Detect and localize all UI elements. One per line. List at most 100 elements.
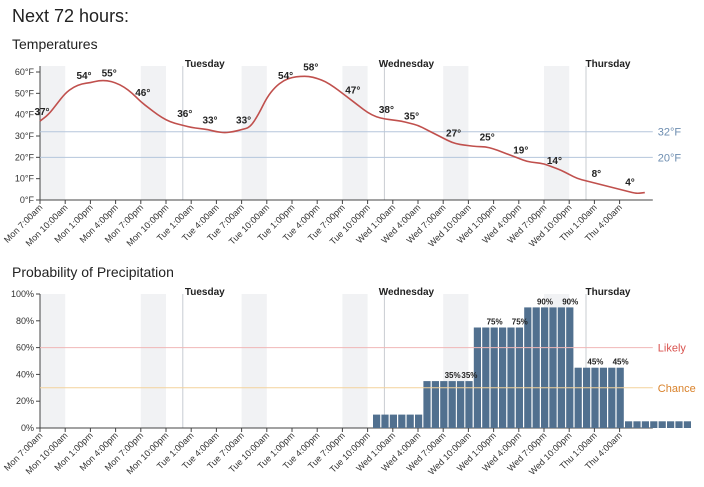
precipitation-bar xyxy=(515,327,523,428)
temperature-data-label: 33° xyxy=(236,116,251,127)
temperature-data-label: 55° xyxy=(102,69,117,80)
temperature-data-label: 35° xyxy=(404,111,419,122)
precipitation-bar xyxy=(465,381,473,428)
temp-night-band xyxy=(241,66,267,200)
precipitation-bar xyxy=(650,421,658,428)
precip-night-band xyxy=(241,294,267,428)
precip-day-label: Tuesday xyxy=(185,287,225,298)
precipitation-bar xyxy=(583,367,591,428)
precip-y-tick-label: 20% xyxy=(16,396,34,406)
precipitation-bar xyxy=(633,421,641,428)
temp-reference-label: 20°F xyxy=(658,152,682,164)
precipitation-bar xyxy=(431,381,439,428)
precipitation-bar xyxy=(658,421,666,428)
precipitation-bar xyxy=(415,414,423,428)
temperature-data-label: 14° xyxy=(547,156,562,167)
precipitation-bar xyxy=(667,421,675,428)
precip-night-band xyxy=(140,294,166,428)
precipitation-chart-title: Probability of Precipitation xyxy=(12,264,174,280)
precipitation-bar xyxy=(675,421,683,428)
precipitation-bar xyxy=(557,307,565,428)
precipitation-bar xyxy=(448,381,456,428)
temperature-line xyxy=(39,75,646,195)
temp-day-label: Tuesday xyxy=(185,59,225,70)
temperature-data-label: 54° xyxy=(76,71,91,82)
precipitation-bar xyxy=(599,367,607,428)
precipitation-bar xyxy=(566,307,574,428)
temp-day-label: Thursday xyxy=(585,59,630,70)
precipitation-bar xyxy=(423,381,431,428)
precipitation-data-label: 35% xyxy=(461,371,477,380)
precipitation-bar xyxy=(549,307,557,428)
precipitation-bar xyxy=(641,421,649,428)
page-title: Next 72 hours: xyxy=(12,6,130,26)
precipitation-data-label: 75% xyxy=(487,318,503,327)
temperature-data-label: 36° xyxy=(177,109,192,120)
temp-night-band xyxy=(140,66,166,200)
precip-night-band xyxy=(40,294,66,428)
temp-reference-label: 32°F xyxy=(658,127,682,139)
precipitation-bar xyxy=(457,381,465,428)
temperature-data-label: 27° xyxy=(446,128,461,139)
precip-y-tick-label: 80% xyxy=(16,316,34,326)
precipitation-bar xyxy=(389,414,397,428)
precipitation-bar xyxy=(616,367,624,428)
temperature-data-label: 8° xyxy=(592,169,602,180)
precipitation-bar xyxy=(591,367,599,428)
temp-y-tick-label: 30°F xyxy=(15,131,35,141)
precipitation-data-label: 45% xyxy=(613,358,629,367)
precipitation-data-label: 75% xyxy=(512,318,528,327)
temp-y-tick-label: 10°F xyxy=(15,174,35,184)
precip-y-tick-label: 0% xyxy=(21,423,34,433)
temperature-data-label: 4° xyxy=(625,177,635,188)
temperature-data-label: 38° xyxy=(379,105,394,116)
temp-y-tick-label: 40°F xyxy=(15,110,35,120)
precipitation-bar xyxy=(507,327,515,428)
temp-y-tick-label: 60°F xyxy=(15,67,35,77)
temp-y-tick-label: 20°F xyxy=(15,152,35,162)
precipitation-data-label: 90% xyxy=(562,297,578,306)
precipitation-bar xyxy=(574,367,582,428)
temperature-data-label: 19° xyxy=(513,145,528,156)
precipitation-data-label: 45% xyxy=(587,358,603,367)
precip-reference-label: Chance xyxy=(658,383,696,395)
precipitation-bar xyxy=(683,421,691,428)
temperature-data-label: 33° xyxy=(202,116,217,127)
temp-night-band xyxy=(544,66,570,200)
precipitation-bar xyxy=(406,414,414,428)
precipitation-bar xyxy=(524,307,532,428)
precipitation-bar xyxy=(440,381,448,428)
precip-y-tick-label: 60% xyxy=(16,343,34,353)
precipitation-bar xyxy=(381,414,389,428)
precip-y-tick-label: 100% xyxy=(11,289,34,299)
temp-night-band xyxy=(342,66,368,200)
precipitation-bar xyxy=(625,421,633,428)
temperature-data-label: 47° xyxy=(345,86,360,97)
temperature-data-label: 46° xyxy=(135,88,150,99)
temperature-chart-title: Temperatures xyxy=(12,36,98,52)
precip-day-label: Wednesday xyxy=(379,287,435,298)
precipitation-bar xyxy=(482,327,490,428)
precipitation-bar xyxy=(490,327,498,428)
precip-night-band xyxy=(342,294,368,428)
precipitation-bar xyxy=(532,307,540,428)
temp-y-tick-label: 0°F xyxy=(20,195,35,205)
temperature-data-label: 37° xyxy=(34,107,49,118)
precipitation-bar xyxy=(473,327,481,428)
precipitation-data-label: 90% xyxy=(537,297,553,306)
temperature-data-label: 58° xyxy=(303,62,318,73)
precipitation-bar xyxy=(398,414,406,428)
temp-night-band xyxy=(40,66,66,200)
precipitation-bar xyxy=(499,327,507,428)
precip-y-tick-label: 40% xyxy=(16,369,34,379)
precip-day-label: Thursday xyxy=(585,287,630,298)
temp-day-label: Wednesday xyxy=(379,59,435,70)
precipitation-bar xyxy=(608,367,616,428)
precipitation-bar xyxy=(541,307,549,428)
precip-reference-label: Likely xyxy=(658,343,687,355)
temp-y-tick-label: 50°F xyxy=(15,88,35,98)
temp-night-band xyxy=(443,66,469,200)
temperature-data-label: 25° xyxy=(480,133,495,144)
